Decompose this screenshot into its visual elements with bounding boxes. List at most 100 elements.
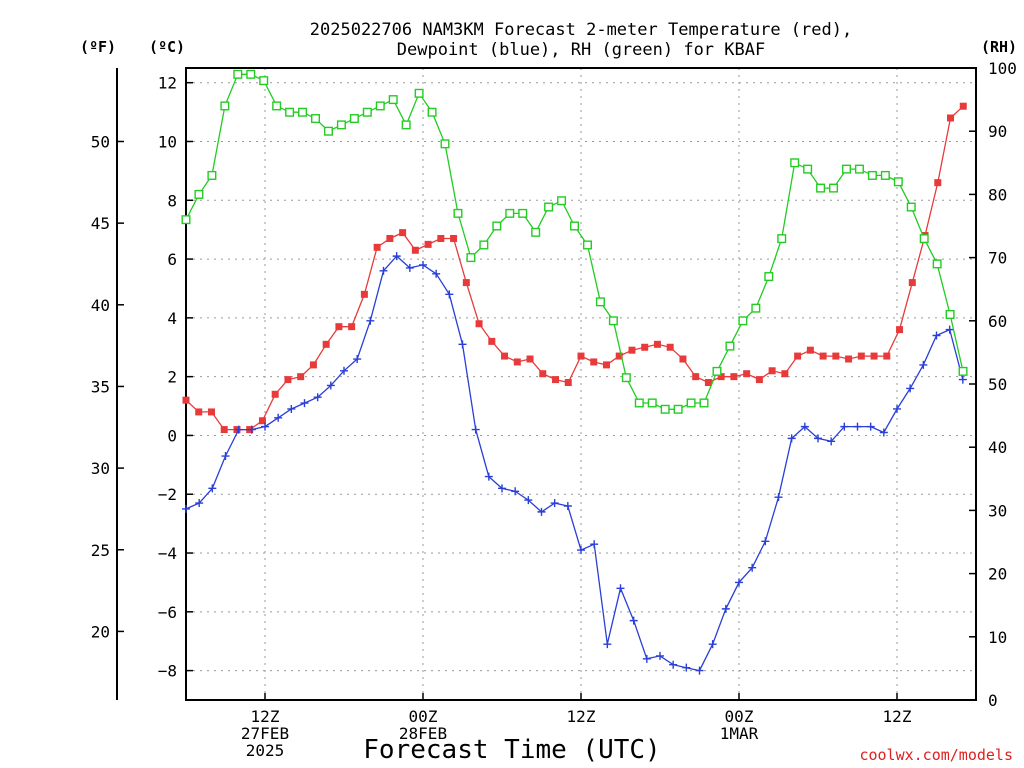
temperature-point: [870, 352, 878, 360]
rh-point: [570, 221, 580, 231]
celsius-tick-label: 4: [167, 309, 177, 328]
celsius-tick-label: 10: [158, 132, 177, 151]
dewpoint-point: [537, 507, 546, 516]
dewpoint-point: [261, 422, 269, 431]
rh-point: [932, 259, 942, 269]
dewpoint-point: [695, 666, 704, 675]
temperature-point: [628, 346, 636, 354]
temperature-point: [717, 373, 725, 381]
dewpoint-point: [221, 452, 230, 461]
celsius-tick-label: 8: [167, 191, 177, 210]
dewpoint-point: [682, 663, 691, 672]
temperature-point: [845, 355, 853, 363]
dewpoint-point: [603, 640, 612, 649]
dewpoint-point: [669, 660, 678, 669]
credit-link[interactable]: coolwx.com/models: [859, 746, 1013, 764]
dewpoint-point: [906, 384, 915, 393]
rh-point: [246, 69, 256, 79]
x-tick-label: 27FEB: [241, 724, 289, 743]
rh-point: [414, 88, 424, 98]
dewpoint-point: [708, 640, 717, 649]
rh-point: [919, 234, 929, 244]
temperature-point: [437, 234, 445, 242]
dewpoint-point: [721, 604, 730, 613]
rh-tick-label: 60: [988, 312, 1007, 331]
celsius-tick-label: −6: [158, 603, 177, 622]
dewpoint-point: [761, 537, 770, 546]
dewpoint-point: [735, 578, 743, 587]
rh-point: [803, 164, 813, 174]
dewpoint-point: [642, 654, 651, 663]
rh-point: [531, 227, 541, 237]
rh-point: [544, 202, 554, 212]
rh-point: [867, 170, 877, 180]
dewpoint-point: [419, 260, 427, 269]
temperature-point: [730, 373, 738, 381]
temperature-point: [666, 343, 674, 351]
rh-point: [582, 240, 592, 250]
dewpoint-point: [840, 422, 849, 431]
dewpoint-point: [274, 413, 283, 422]
rh-point: [259, 76, 269, 86]
dewpoint-series: [182, 252, 967, 675]
dewpoint-point: [208, 484, 217, 493]
dewpoint-point: [774, 493, 783, 502]
rh-point: [608, 316, 618, 326]
temperature-point: [284, 376, 292, 384]
rh-point: [194, 189, 204, 199]
temperature-point: [883, 352, 891, 360]
dewpoint-point: [392, 252, 401, 261]
rh-tick-label: 10: [988, 628, 1007, 647]
temperature-point: [450, 234, 458, 242]
rh-point: [220, 101, 230, 111]
temperature-point: [781, 370, 789, 378]
rh-point: [777, 234, 787, 244]
temperature-point: [819, 352, 827, 360]
rh-point: [647, 398, 657, 408]
temperature-point: [755, 376, 763, 384]
temperature-point: [411, 246, 419, 254]
rh-point: [673, 404, 683, 414]
fahrenheit-unit-label: (ºF): [80, 38, 116, 56]
dewpoint-line: [185, 255, 964, 672]
temperature-point: [513, 358, 521, 366]
rh-point: [893, 177, 903, 187]
fahrenheit-tick-label: 25: [91, 541, 110, 560]
rh-point: [595, 297, 605, 307]
rh-point: [518, 208, 528, 218]
dewpoint-point: [932, 331, 941, 340]
rh-point: [945, 309, 955, 319]
dewpoint-point: [919, 360, 928, 369]
rh-point: [440, 139, 450, 149]
rh-tick-label: 40: [988, 438, 1007, 457]
temperature-point: [602, 361, 610, 369]
rh-point: [336, 120, 346, 130]
rh-point: [453, 208, 463, 218]
temperature-point: [704, 379, 712, 387]
dewpoint-point: [287, 404, 296, 413]
rh-point: [725, 341, 735, 351]
temperature-point: [360, 290, 368, 298]
temperature-point: [896, 326, 904, 334]
dewpoint-point: [326, 381, 335, 390]
rh-point: [375, 101, 385, 111]
temperature-point: [386, 234, 394, 242]
temperature-point: [399, 229, 407, 237]
rh-unit-label: (RH): [981, 38, 1017, 56]
dewpoint-point: [405, 263, 414, 272]
series-layer: [181, 69, 968, 675]
rh-point: [634, 398, 644, 408]
rh-point: [958, 366, 968, 376]
temperature-point: [692, 373, 700, 381]
dewpoint-point: [247, 425, 256, 434]
dewpoint-point: [800, 422, 809, 431]
rh-point: [285, 107, 295, 117]
rh-point: [233, 69, 243, 79]
dewpoint-point: [445, 290, 454, 299]
rh-point: [272, 101, 282, 111]
rh-point: [427, 107, 437, 117]
rh-point: [621, 373, 631, 383]
rh-point: [880, 170, 890, 180]
dewpoint-point: [629, 616, 638, 625]
